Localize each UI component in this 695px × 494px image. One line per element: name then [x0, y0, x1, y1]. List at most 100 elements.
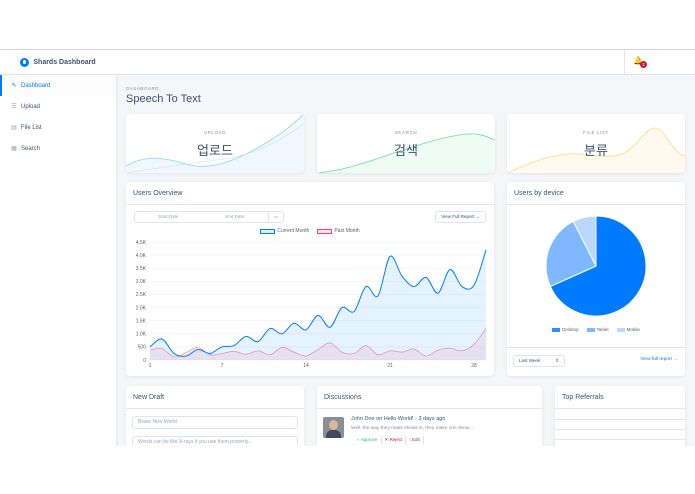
brand[interactable]: Shards Dashboard — [0, 50, 116, 75]
card-footer-divider — [507, 347, 685, 348]
y-tick-label: 2.5K — [136, 292, 147, 298]
avatar — [323, 417, 344, 438]
start-date-input[interactable]: Start Date — [158, 214, 179, 219]
stat-value: 검색 — [394, 143, 418, 158]
stat-card-search[interactable]: SEARCH 검색 — [317, 114, 495, 173]
stat-card-file-list[interactable]: FILE LIST 분류 — [507, 114, 685, 173]
stat-value: 분류 — [584, 143, 608, 158]
y-tick-label: 4.0K — [136, 253, 147, 259]
discussion-heading[interactable]: John Doe on Hello World! - 3 days ago — [351, 416, 446, 422]
period-select[interactable]: Last Week ⇕ — [513, 355, 565, 367]
file-icon: ▤ — [11, 124, 17, 131]
legend-item-mobile[interactable]: Mobile — [616, 327, 640, 332]
calendar-icon[interactable]: ▭ — [268, 212, 283, 222]
x-tick-label: 14 — [303, 363, 309, 369]
stat-label: FILE LIST — [583, 130, 609, 135]
sidebar-item-dashboard[interactable]: ✎ Dashboard — [0, 75, 116, 96]
referral-row — [555, 429, 685, 430]
legend-swatch — [552, 327, 561, 332]
period-select-value: Last Week — [519, 358, 541, 363]
notifications-button[interactable]: 🔔 2 — [633, 56, 647, 68]
device-pie-chart — [545, 215, 647, 317]
stat-card-upload[interactable]: UPLOAD 업로드 — [126, 114, 304, 173]
avatar-body — [326, 430, 341, 438]
shards-logo-icon — [20, 57, 30, 67]
file-list-sparkline — [507, 127, 685, 173]
sidebar-item-search[interactable]: ▦ Search — [0, 138, 116, 159]
card-title: Discussions — [317, 386, 542, 409]
upload-sparkline — [126, 114, 304, 173]
legend-label: Current Month — [277, 228, 310, 234]
sidebar-item-upload[interactable]: ☰ Upload — [0, 96, 116, 117]
navbar-divider — [624, 50, 625, 75]
page-subtitle: DASHBOARD — [126, 86, 160, 91]
avatar-head — [329, 420, 338, 430]
reject-button[interactable]: ✕ Reject — [382, 436, 407, 444]
card-title: New Draft — [126, 386, 304, 409]
y-tick-label: 3.0K — [136, 279, 147, 285]
draft-body-textarea[interactable]: Words can be like X-rays if you use them… — [132, 436, 298, 446]
stat-value: 업로드 — [197, 143, 233, 158]
discussion-actions: ✓ Approve ✕ Reject ⁝ Edit — [353, 436, 424, 444]
sidebar-item-file-list[interactable]: ▤ File List — [0, 117, 116, 138]
edit-button[interactable]: ⁝ Edit — [406, 436, 424, 444]
users-by-device-card: Users by device Desktop Tablet Mobile La… — [507, 182, 685, 376]
x-tick-label: 28 — [471, 363, 477, 369]
legend-item-tablet[interactable]: Tablet — [586, 327, 609, 332]
sidebar-item-label: Search — [21, 145, 41, 152]
card-title: Users by device — [507, 182, 685, 205]
sidebar-item-label: Dashboard — [21, 82, 51, 89]
users-overview-chart: 0 500 1.0K 1.5K 2.0K 2.5K 3.0K 3.5K 4.0K 4.5K 1 7 14… — [136, 240, 487, 369]
pie-slice-desktop[interactable] — [549, 215, 647, 317]
pencil-icon: ✎ — [11, 82, 17, 89]
card-title: Users Overview — [126, 182, 494, 205]
y-tick-label: 1.0K — [136, 332, 147, 338]
x-tick-label: 21 — [387, 363, 393, 369]
date-range-picker[interactable]: Start Date End Date ▭ — [134, 211, 284, 223]
select-caret-icon: ⇕ — [555, 358, 559, 363]
stat-label: SEARCH — [394, 130, 418, 135]
sidebar-item-label: File List — [21, 124, 42, 131]
legend-label: Desktop — [562, 327, 579, 332]
legend-swatch — [317, 228, 333, 234]
series-area-current-month — [150, 249, 486, 360]
legend-label: Tablet — [596, 327, 609, 332]
series-line-current-month — [149, 249, 487, 357]
x-tick-label: 7 — [221, 363, 224, 369]
legend-item-current[interactable]: Current Month — [260, 228, 309, 234]
approve-button[interactable]: ✓ Approve — [353, 436, 382, 444]
list-icon: ☰ — [11, 103, 17, 110]
y-tick-label: 1.5K — [136, 318, 147, 324]
draft-title-input[interactable]: Brave New World — [132, 416, 298, 429]
card-title: Top Referrals — [555, 386, 685, 409]
y-tick-label: 2.0K — [136, 305, 147, 311]
discussions-card: Discussions John Doe on Hello World! - 3… — [317, 386, 542, 446]
app-frame: Shards Dashboard ✎ Dashboard ☰ Upload ▤ … — [0, 49, 695, 446]
stat-label: UPLOAD — [203, 130, 227, 135]
legend-swatch — [260, 228, 276, 234]
y-tick-label: 0 — [143, 358, 146, 364]
search-sparkline — [317, 133, 495, 173]
chart-legend: Current Month Past Month — [126, 228, 494, 234]
sidebar: Shards Dashboard ✎ Dashboard ☰ Upload ▤ … — [0, 50, 116, 446]
referral-row — [555, 419, 685, 420]
brand-name: Shards Dashboard — [33, 58, 96, 66]
y-tick-label: 3.5K — [136, 266, 147, 272]
top-referrals-card: Top Referrals — [555, 386, 685, 446]
sidebar-item-label: Upload — [21, 103, 41, 110]
y-tick-label: 4.5K — [136, 240, 147, 246]
legend-item-desktop[interactable]: Desktop — [552, 327, 579, 332]
legend-swatch — [586, 327, 595, 332]
view-full-report-button[interactable]: View Full Report → — [435, 211, 486, 223]
end-date-input[interactable]: End Date — [225, 214, 245, 219]
discussion-text: Well, the way they make shows is, they m… — [351, 426, 475, 431]
legend-item-past[interactable]: Past Month — [317, 228, 360, 234]
bell-icon: 🔔 — [633, 56, 643, 65]
pie-slice-mobile[interactable] — [572, 215, 597, 267]
legend-swatch — [616, 327, 625, 332]
pie-slice-tablet[interactable] — [545, 220, 597, 288]
view-full-report-link[interactable]: View full report → — [640, 357, 678, 362]
users-overview-card: Users Overview Start Date End Date ▭ Vie… — [126, 182, 494, 376]
pie-legend: Desktop Tablet Mobile — [507, 327, 685, 332]
referral-row — [555, 439, 685, 440]
